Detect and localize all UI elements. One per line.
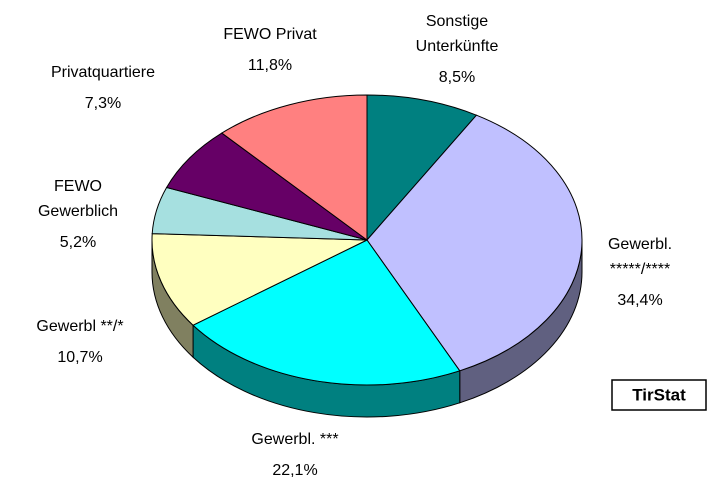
label-line: Unterkünfte (416, 38, 499, 55)
value-label: 5,2% (60, 234, 96, 251)
slice-label: Gewerbl **/* (36, 318, 123, 335)
slice-label: Gewerbl. *****/**** (608, 236, 672, 278)
value-label: 10,7% (57, 349, 102, 366)
annotation-box (611, 379, 707, 411)
pie-slice (151, 233, 368, 326)
pie-slice (366, 114, 583, 372)
slice-label: FEWO Gewerblich (38, 178, 118, 220)
label-line: Gewerbl **/* (36, 318, 123, 335)
label-line: Privatquartiere (51, 64, 155, 81)
pie-slice (165, 132, 368, 241)
slice-label: FEWO Privat (223, 26, 317, 43)
value-label: 8,5% (439, 69, 475, 86)
label-line: Gewerbl. *** (251, 431, 338, 448)
pie-slice (220, 94, 368, 241)
value-label: 34,4% (617, 292, 662, 309)
annotation: TirStat (632, 385, 686, 404)
label-line: Gewerbl. (608, 236, 672, 253)
label-line: FEWO (54, 178, 102, 195)
pie-tops (151, 94, 583, 386)
label-line: FEWO Privat (223, 26, 317, 43)
pie-slice (366, 94, 478, 242)
labels: Sonstige Unterkünfte 8,5% Gewerbl. *****/***… (36, 13, 672, 479)
slice-label: Gewerbl. *** (251, 431, 338, 448)
slice-label: Privatquartiere (51, 64, 155, 81)
pie: Sonstige Unterkünfte 8,5% Gewerbl. *****/***… (36, 13, 672, 479)
pie-slice (192, 239, 461, 386)
value-label: 7,3% (85, 95, 121, 112)
label-line: Gewerblich (38, 203, 118, 220)
value-label: 11,8% (248, 57, 292, 74)
label-line: Sonstige (426, 13, 488, 30)
value-label: 22,1% (272, 462, 317, 479)
label-line: *****/**** (610, 261, 670, 278)
slice-label: Sonstige Unterkünfte (416, 13, 499, 55)
